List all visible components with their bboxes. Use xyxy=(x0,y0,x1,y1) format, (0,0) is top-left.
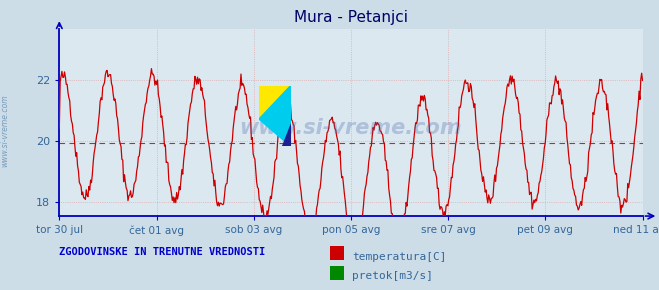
Text: www.si-vreme.com: www.si-vreme.com xyxy=(1,94,10,167)
Text: www.si-vreme.com: www.si-vreme.com xyxy=(240,118,462,138)
Title: Mura - Petanjci: Mura - Petanjci xyxy=(294,10,408,25)
Text: temperatura[C]: temperatura[C] xyxy=(352,252,446,262)
Polygon shape xyxy=(259,86,291,119)
Text: pretok[m3/s]: pretok[m3/s] xyxy=(352,271,433,281)
Polygon shape xyxy=(259,86,291,146)
Polygon shape xyxy=(282,123,291,146)
Text: ZGODOVINSKE IN TRENUTNE VREDNOSTI: ZGODOVINSKE IN TRENUTNE VREDNOSTI xyxy=(59,247,266,257)
